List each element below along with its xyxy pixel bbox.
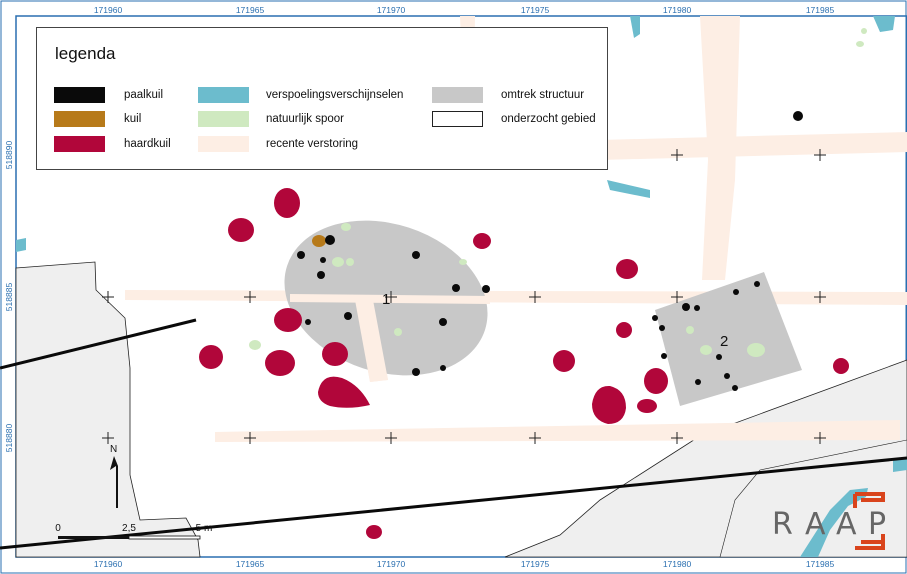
raap-logo: R A A P [772, 492, 886, 550]
legend-label-onderzocht-gebied: onderzocht gebied [501, 113, 596, 125]
bottom-coordinate-labels: 171960 171965 171970 171975 171980 17198… [94, 559, 835, 569]
legend-label-verspoelingsverschijnselen: verspoelingsverschijnselen [266, 89, 404, 101]
scale-label: 2,5 [122, 523, 136, 534]
legend-swatch-recente-verstoring [198, 136, 249, 152]
section-line-a [0, 318, 197, 370]
natural-features [249, 28, 867, 357]
legend-swatch-haardkuil [54, 136, 105, 152]
legend-label-haardkuil: haardkuil [124, 138, 171, 150]
unexcavated-area-left [15, 261, 201, 558]
x-label-bottom: 171975 [521, 559, 550, 569]
legend-swatch-onderzocht-gebied [432, 111, 483, 127]
legend: legenda paalkuil kuil haardkuil verspoel… [36, 27, 608, 170]
x-label-bottom: 171980 [663, 559, 692, 569]
wash-features [16, 16, 907, 557]
structure-2-label: 2 [720, 333, 728, 350]
unexcavated-area-right-inner [719, 439, 907, 558]
logo-letter: R [772, 507, 793, 542]
legend-title: legenda [55, 44, 116, 63]
x-label-top: 171985 [806, 5, 835, 15]
x-label-bottom: 171985 [806, 559, 835, 569]
top-coordinate-labels: 171960 171965 171970 171975 171980 17198… [94, 5, 835, 15]
x-label-bottom: 171965 [236, 559, 265, 569]
legend-swatch-kuil [54, 111, 105, 127]
north-arrow: N [110, 444, 118, 508]
pit-feature [312, 235, 326, 247]
y-coordinate-labels: 518890 518885 518880 [4, 141, 14, 453]
x-label-bottom: 171970 [377, 559, 406, 569]
legend-swatch-omtrek-structuur [432, 87, 483, 103]
y-label: 518880 [4, 424, 14, 453]
legend-label-paalkuil: paalkuil [124, 89, 163, 101]
scale-label: 0 [55, 523, 61, 534]
scale-label: 5 m [196, 523, 213, 534]
x-label-top: 171965 [236, 5, 265, 15]
x-label-top: 171980 [663, 5, 692, 15]
y-label: 518890 [4, 141, 14, 170]
logo-letter: A [836, 507, 857, 542]
y-label: 518885 [4, 283, 14, 312]
structure-2-outline [655, 272, 802, 406]
legend-label-natuurlijk-spoor: natuurlijk spoor [266, 113, 344, 125]
legend-swatch-verspoelingsverschijnselen [198, 87, 249, 103]
logo-letter: A [805, 507, 826, 542]
legend-swatch-paalkuil [54, 87, 105, 103]
disturbance-overlay [290, 294, 490, 304]
structure-1-label: 1 [382, 291, 390, 308]
post-holes [297, 111, 803, 391]
section-line-b [0, 456, 907, 550]
legend-label-recente-verstoring: recente verstoring [266, 138, 359, 150]
grid-crosses [102, 149, 826, 444]
logo-letter: P [868, 507, 886, 542]
x-label-top: 171970 [377, 5, 406, 15]
hearth-pits [199, 188, 849, 539]
x-label-top: 171960 [94, 5, 123, 15]
scale-bar: 0 2,5 5 m [55, 523, 213, 540]
legend-label-omtrek-structuur: omtrek structuur [501, 89, 585, 101]
legend-swatch-natuurlijk-spoor [198, 111, 249, 127]
x-label-top: 171975 [521, 5, 550, 15]
north-arrow-label: N [110, 444, 117, 455]
legend-label-kuil: kuil [124, 113, 142, 125]
x-label-bottom: 171960 [94, 559, 123, 569]
